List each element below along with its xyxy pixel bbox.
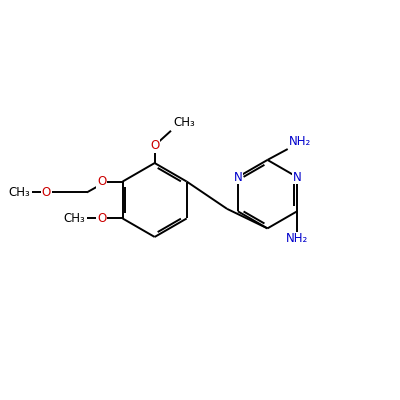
Text: CH₃: CH₃ xyxy=(63,212,85,225)
Text: N: N xyxy=(234,170,242,184)
Text: NH₂: NH₂ xyxy=(286,232,308,245)
Text: N: N xyxy=(293,170,302,184)
Text: CH₃: CH₃ xyxy=(8,186,30,199)
Text: O: O xyxy=(97,212,106,225)
Text: O: O xyxy=(150,139,159,152)
Text: O: O xyxy=(42,186,51,199)
Text: CH₃: CH₃ xyxy=(173,116,195,129)
Text: O: O xyxy=(97,175,106,188)
Text: NH₂: NH₂ xyxy=(288,135,311,148)
